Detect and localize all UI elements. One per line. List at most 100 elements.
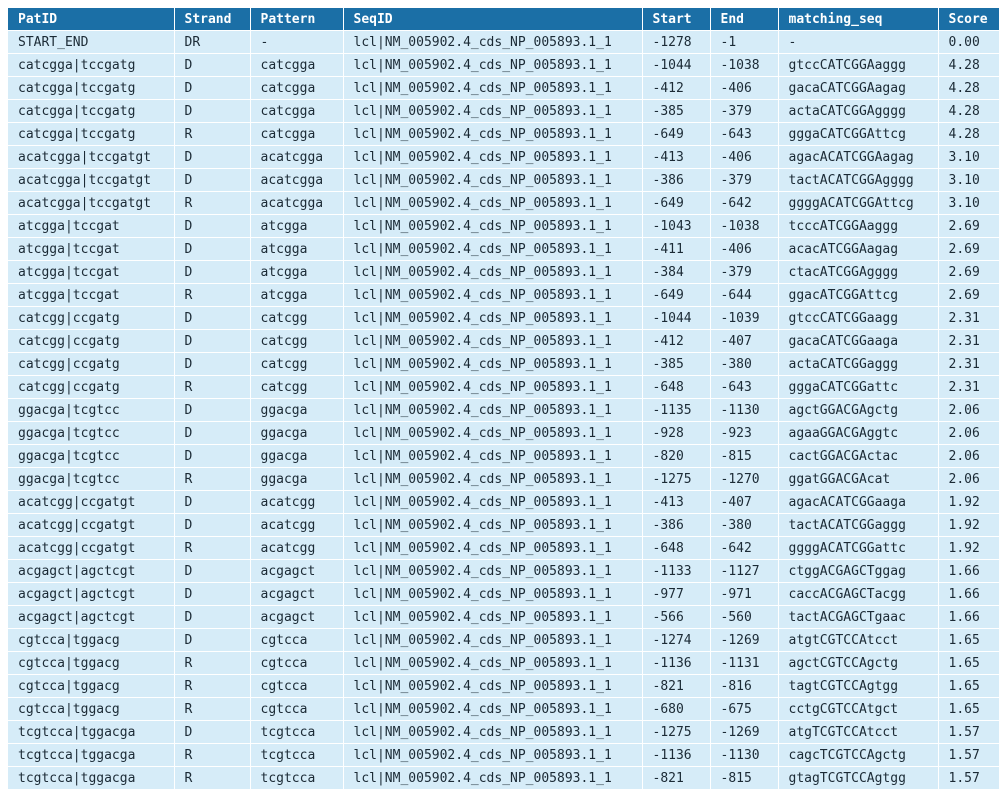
cell-end: -407: [710, 329, 779, 353]
cell-end: -1269: [710, 720, 779, 744]
cell-score: 1.57: [938, 720, 1000, 744]
cell-seqid: lcl|NM_005902.4_cds_NP_005893.1_1: [343, 743, 643, 767]
cell-end: -406: [710, 76, 779, 100]
cell-strand: D: [174, 237, 251, 261]
column-header-pattern[interactable]: Pattern: [250, 8, 344, 31]
cell-patid: cgtcca|tggacg: [8, 697, 175, 721]
cell-end: -1270: [710, 467, 779, 491]
cell-end: -642: [710, 191, 779, 215]
column-header-strand[interactable]: Strand: [174, 8, 251, 31]
cell-strand: D: [174, 168, 251, 192]
cell-end: -379: [710, 260, 779, 284]
cell-start: -1274: [642, 628, 711, 652]
cell-seqid: lcl|NM_005902.4_cds_NP_005893.1_1: [343, 283, 643, 307]
cell-score: 2.06: [938, 421, 1000, 445]
cell-end: -1127: [710, 559, 779, 583]
cell-seqid: lcl|NM_005902.4_cds_NP_005893.1_1: [343, 421, 643, 445]
cell-score: 0.00: [938, 30, 1000, 54]
cell-strand: R: [174, 651, 251, 675]
cell-matching-seq: gtccCATCGGAaggg: [778, 53, 939, 77]
cell-start: -649: [642, 191, 711, 215]
cell-score: 2.31: [938, 306, 1000, 330]
cell-matching-seq: cactGGACGActac: [778, 444, 939, 468]
column-header-end[interactable]: End: [710, 8, 779, 31]
cell-end: -816: [710, 674, 779, 698]
cell-score: 4.28: [938, 53, 1000, 77]
cell-strand: D: [174, 582, 251, 606]
cell-end: -380: [710, 513, 779, 537]
cell-pattern: atcgga: [250, 237, 344, 261]
cell-strand: R: [174, 122, 251, 146]
cell-start: -413: [642, 145, 711, 169]
column-header-seqid[interactable]: SeqID: [343, 8, 643, 31]
cell-start: -1275: [642, 467, 711, 491]
cell-start: -821: [642, 766, 711, 790]
cell-strand: DR: [174, 30, 251, 54]
cell-matching-seq: actaCATCGGAgggg: [778, 99, 939, 123]
cell-end: -643: [710, 375, 779, 399]
cell-start: -648: [642, 536, 711, 560]
cell-patid: atcgga|tccgat: [8, 237, 175, 261]
cell-matching-seq: ggatGGACGAcat: [778, 467, 939, 491]
cell-patid: acatcgga|tccgatgt: [8, 145, 175, 169]
cell-end: -560: [710, 605, 779, 629]
column-header-patid[interactable]: PatID: [8, 8, 175, 31]
cell-end: -971: [710, 582, 779, 606]
cell-pattern: ggacga: [250, 421, 344, 445]
cell-end: -406: [710, 145, 779, 169]
cell-seqid: lcl|NM_005902.4_cds_NP_005893.1_1: [343, 168, 643, 192]
cell-strand: R: [174, 536, 251, 560]
cell-matching-seq: agacACATCGGaaga: [778, 490, 939, 514]
cell-strand: D: [174, 720, 251, 744]
cell-strand: R: [174, 743, 251, 767]
cell-end: -407: [710, 490, 779, 514]
cell-patid: ggacga|tcgtcc: [8, 467, 175, 491]
cell-score: 3.10: [938, 191, 1000, 215]
cell-matching-seq: tcccATCGGAaggg: [778, 214, 939, 238]
cell-end: -644: [710, 283, 779, 307]
cell-strand: R: [174, 697, 251, 721]
cell-matching-seq: agaaGGACGAggtc: [778, 421, 939, 445]
cell-strand: D: [174, 99, 251, 123]
table-header: PatID Strand Pattern SeqID Start End mat…: [8, 8, 1000, 31]
cell-score: 1.57: [938, 743, 1000, 767]
cell-end: -379: [710, 99, 779, 123]
cell-start: -649: [642, 283, 711, 307]
column-header-score[interactable]: Score: [938, 8, 1000, 31]
cell-seqid: lcl|NM_005902.4_cds_NP_005893.1_1: [343, 490, 643, 514]
cell-score: 1.92: [938, 513, 1000, 537]
cell-matching-seq: tactACATCGGaggg: [778, 513, 939, 537]
cell-end: -1038: [710, 214, 779, 238]
cell-start: -412: [642, 76, 711, 100]
cell-score: 1.92: [938, 536, 1000, 560]
cell-pattern: ggacga: [250, 467, 344, 491]
cell-pattern: atcgga: [250, 283, 344, 307]
cell-strand: D: [174, 421, 251, 445]
column-header-matching-seq[interactable]: matching_seq: [778, 8, 939, 31]
results-table: PatID Strand Pattern SeqID Start End mat…: [8, 8, 1000, 790]
cell-matching-seq: ggacATCGGAttcg: [778, 283, 939, 307]
cell-matching-seq: cctgCGTCCAtgct: [778, 697, 939, 721]
cell-seqid: lcl|NM_005902.4_cds_NP_005893.1_1: [343, 214, 643, 238]
cell-end: -923: [710, 421, 779, 445]
cell-start: -385: [642, 352, 711, 376]
cell-score: 2.31: [938, 352, 1000, 376]
column-header-start[interactable]: Start: [642, 8, 711, 31]
cell-pattern: acgagct: [250, 559, 344, 583]
cell-end: -1039: [710, 306, 779, 330]
cell-patid: atcgga|tccgat: [8, 260, 175, 284]
cell-start: -1135: [642, 398, 711, 422]
cell-seqid: lcl|NM_005902.4_cds_NP_005893.1_1: [343, 536, 643, 560]
cell-seqid: lcl|NM_005902.4_cds_NP_005893.1_1: [343, 605, 643, 629]
cell-start: -1044: [642, 53, 711, 77]
